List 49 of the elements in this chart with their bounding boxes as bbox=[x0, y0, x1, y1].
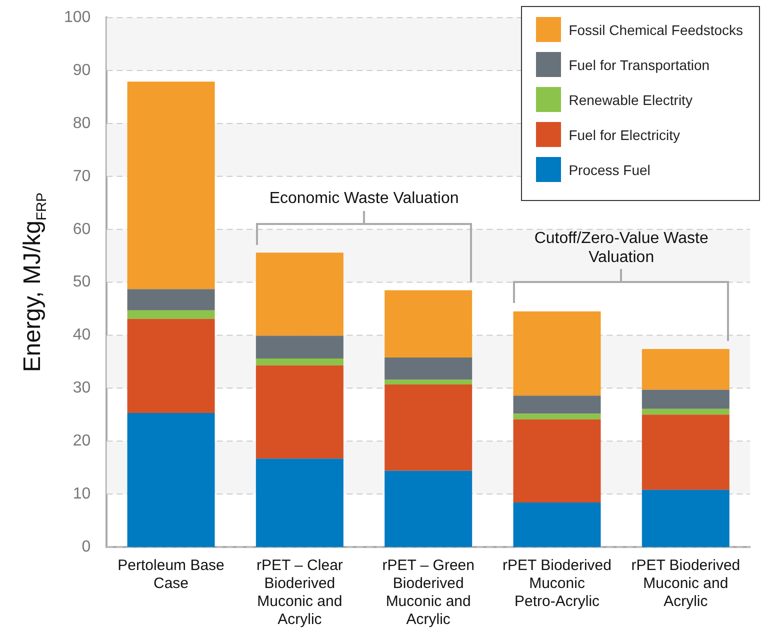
legend-label: Process Fuel bbox=[568, 162, 650, 178]
y-axis-title: Energy, MJ/kgFRP bbox=[19, 192, 49, 372]
bar bbox=[127, 82, 215, 290]
x-tick-label: rPET – Green Bioderived Muconic and Acrylic bbox=[382, 557, 474, 628]
bar bbox=[256, 336, 344, 359]
annotation: Cutoff/Zero-Value Waste Valuation bbox=[534, 230, 708, 266]
y-tick-label: 30 bbox=[72, 380, 91, 397]
bar bbox=[127, 318, 215, 414]
bar bbox=[513, 311, 601, 396]
bar bbox=[513, 414, 601, 420]
y-tick-label: 20 bbox=[72, 432, 91, 450]
y-tick-label: 90 bbox=[72, 62, 91, 79]
x-tick-label: rPET Bioderived Muconic Petro-Acrylic bbox=[502, 557, 612, 610]
bar bbox=[513, 419, 601, 503]
bar bbox=[642, 490, 730, 547]
bar bbox=[127, 289, 215, 310]
annotation: Economic Waste Valuation bbox=[269, 190, 459, 208]
y-tick-label: 70 bbox=[72, 168, 91, 185]
bar bbox=[513, 502, 601, 547]
bar bbox=[256, 365, 344, 459]
legend-label: Fuel for Transportation bbox=[568, 56, 710, 72]
bar bbox=[642, 414, 730, 490]
y-tick-label: 0 bbox=[82, 538, 91, 556]
bar bbox=[384, 384, 472, 471]
bar bbox=[384, 290, 472, 358]
bar bbox=[384, 357, 472, 380]
y-tick-label: 50 bbox=[72, 274, 91, 291]
bar bbox=[642, 390, 730, 409]
bar bbox=[513, 396, 601, 414]
bar bbox=[384, 470, 472, 547]
bar bbox=[127, 413, 215, 547]
bar bbox=[256, 458, 344, 547]
x-tick-label: rPET Bioderived Muconic and Acrylic bbox=[631, 557, 740, 610]
bar bbox=[642, 349, 730, 390]
y-tick-label: 10 bbox=[72, 485, 91, 502]
legend-label: Fossil Chemical Feedstocks bbox=[568, 22, 743, 38]
legend-label: Fuel for Electricity bbox=[568, 126, 680, 142]
x-tick-label: rPET – Clear Bioderived Muconic and Acrylic bbox=[256, 557, 343, 628]
bar bbox=[256, 358, 344, 366]
y-tick-label: 100 bbox=[64, 9, 91, 26]
legend-label: Renewable Electrity bbox=[568, 92, 692, 108]
x-tick-label: Pertoleum Base Case bbox=[118, 557, 224, 592]
bar bbox=[256, 252, 344, 336]
bar bbox=[127, 310, 215, 319]
y-tick-label: 60 bbox=[72, 220, 91, 238]
bar bbox=[384, 380, 472, 384]
y-tick-label: 80 bbox=[72, 114, 91, 132]
y-tick-label: 40 bbox=[72, 326, 91, 344]
bar bbox=[642, 408, 730, 415]
